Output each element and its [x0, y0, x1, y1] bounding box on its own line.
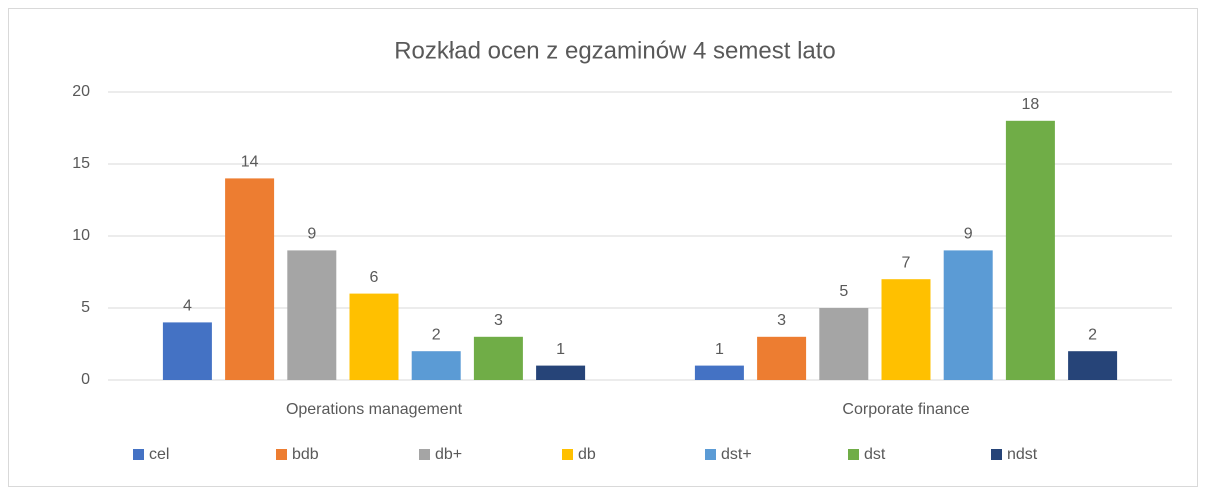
data-label: 6 — [370, 269, 379, 286]
data-label: 3 — [777, 312, 786, 329]
y-tick-label: 5 — [81, 299, 90, 316]
legend-label: ndst — [1007, 446, 1038, 463]
legend-swatch — [133, 449, 144, 460]
legend-label: db — [578, 446, 596, 463]
bar — [1005, 120, 1055, 381]
data-label: 4 — [183, 298, 192, 315]
legend-label: db+ — [435, 446, 462, 463]
bar — [349, 293, 399, 380]
y-tick-label: 15 — [72, 155, 90, 172]
x-tick-label: Corporate finance — [842, 401, 969, 418]
legend-label: dst — [864, 446, 886, 463]
chart-title: Rozkład ocen z egzaminów 4 semest lato — [394, 37, 836, 64]
data-label: 5 — [839, 283, 848, 300]
bar — [881, 279, 931, 380]
bar — [287, 250, 337, 380]
legend-label: cel — [149, 446, 169, 463]
legend-swatch — [991, 449, 1002, 460]
x-tick-label: Operations management — [286, 401, 463, 418]
bar — [411, 351, 461, 380]
y-tick-label: 20 — [72, 83, 90, 100]
bar — [162, 322, 212, 380]
data-label: 2 — [1088, 326, 1097, 343]
data-label: 18 — [1022, 96, 1040, 113]
data-label: 3 — [494, 312, 503, 329]
legend-swatch — [848, 449, 859, 460]
bar — [757, 336, 807, 380]
y-tick-label: 0 — [81, 371, 90, 388]
chart-border — [8, 8, 1198, 487]
bar — [943, 250, 993, 380]
data-label: 1 — [715, 341, 724, 358]
data-label: 7 — [902, 254, 911, 271]
bar — [536, 365, 586, 380]
bar — [225, 178, 275, 380]
bar — [819, 308, 869, 380]
legend-swatch — [276, 449, 287, 460]
legend-swatch — [705, 449, 716, 460]
bar — [1068, 351, 1118, 380]
bar — [473, 336, 523, 380]
data-label: 2 — [432, 326, 441, 343]
legend-label: dst+ — [721, 446, 752, 463]
legend-swatch — [562, 449, 573, 460]
data-label: 1 — [556, 341, 565, 358]
bar — [694, 365, 744, 380]
data-label: 14 — [241, 154, 259, 171]
y-tick-label: 10 — [72, 227, 90, 244]
legend-label: bdb — [292, 446, 319, 463]
data-label: 9 — [964, 226, 973, 243]
data-label: 9 — [307, 226, 316, 243]
legend-swatch — [419, 449, 430, 460]
